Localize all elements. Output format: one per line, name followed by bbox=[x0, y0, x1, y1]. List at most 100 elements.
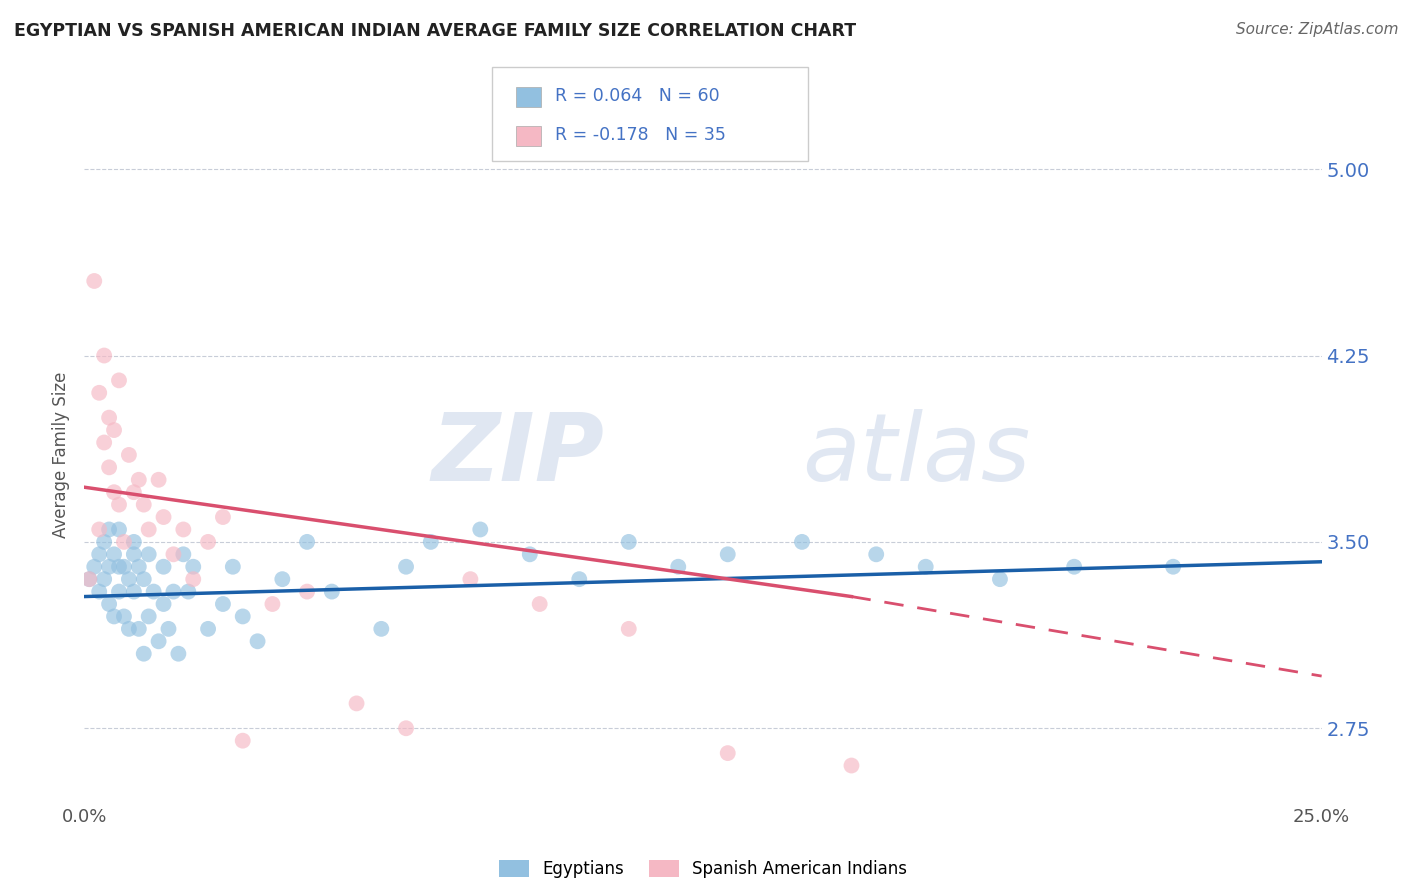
Point bbox=[790, 534, 813, 549]
Point bbox=[395, 559, 418, 574]
Point bbox=[142, 584, 165, 599]
Point bbox=[157, 622, 180, 636]
Point bbox=[108, 523, 131, 537]
Point bbox=[212, 597, 235, 611]
Point bbox=[108, 584, 131, 599]
Point bbox=[122, 534, 145, 549]
Legend: Egyptians, Spanish American Indians: Egyptians, Spanish American Indians bbox=[492, 854, 914, 885]
Point bbox=[122, 584, 145, 599]
Point bbox=[1161, 559, 1184, 574]
Point bbox=[914, 559, 936, 574]
Point bbox=[395, 721, 418, 735]
Point bbox=[138, 547, 160, 561]
Point bbox=[988, 572, 1011, 586]
Point bbox=[138, 523, 160, 537]
Point bbox=[666, 559, 689, 574]
Point bbox=[162, 547, 184, 561]
Point bbox=[118, 448, 141, 462]
Point bbox=[98, 410, 121, 425]
Point bbox=[232, 609, 254, 624]
Point bbox=[419, 534, 441, 549]
Point bbox=[1063, 559, 1085, 574]
Point bbox=[346, 697, 368, 711]
Point bbox=[128, 622, 150, 636]
Point bbox=[103, 485, 125, 500]
Point bbox=[262, 597, 284, 611]
Point bbox=[181, 559, 204, 574]
Point bbox=[108, 559, 131, 574]
Point bbox=[197, 622, 219, 636]
Point bbox=[865, 547, 887, 561]
Point bbox=[112, 609, 135, 624]
Point bbox=[98, 559, 121, 574]
Point bbox=[271, 572, 294, 586]
Point bbox=[152, 510, 174, 524]
Point bbox=[89, 584, 111, 599]
Point bbox=[295, 534, 318, 549]
Point bbox=[93, 534, 115, 549]
Point bbox=[717, 746, 740, 760]
Text: R = -0.178   N = 35: R = -0.178 N = 35 bbox=[555, 126, 727, 144]
Point bbox=[103, 547, 125, 561]
Point bbox=[162, 584, 184, 599]
Point bbox=[108, 373, 131, 387]
Y-axis label: Average Family Size: Average Family Size bbox=[52, 372, 70, 538]
Point bbox=[112, 559, 135, 574]
Point bbox=[370, 622, 392, 636]
Point bbox=[246, 634, 269, 648]
Point bbox=[470, 523, 492, 537]
Point bbox=[167, 647, 190, 661]
Text: atlas: atlas bbox=[801, 409, 1031, 500]
Point bbox=[93, 572, 115, 586]
Point bbox=[118, 622, 141, 636]
Point bbox=[172, 523, 194, 537]
Point bbox=[93, 349, 115, 363]
Point bbox=[222, 559, 245, 574]
Point bbox=[148, 634, 170, 648]
Point bbox=[212, 510, 235, 524]
Point bbox=[519, 547, 541, 561]
Text: R = 0.064   N = 60: R = 0.064 N = 60 bbox=[555, 87, 720, 105]
Point bbox=[83, 559, 105, 574]
Point bbox=[79, 572, 101, 586]
Point bbox=[529, 597, 551, 611]
Text: ZIP: ZIP bbox=[432, 409, 605, 501]
Point bbox=[93, 435, 115, 450]
Point bbox=[108, 498, 131, 512]
Point bbox=[83, 274, 105, 288]
Point bbox=[98, 597, 121, 611]
Point bbox=[89, 547, 111, 561]
Point bbox=[152, 559, 174, 574]
Point bbox=[617, 534, 640, 549]
Point bbox=[112, 534, 135, 549]
Point bbox=[568, 572, 591, 586]
Point bbox=[98, 460, 121, 475]
Point bbox=[89, 523, 111, 537]
Point bbox=[172, 547, 194, 561]
Point bbox=[132, 498, 155, 512]
Point bbox=[841, 758, 863, 772]
Point bbox=[177, 584, 200, 599]
Point bbox=[232, 733, 254, 747]
Point bbox=[617, 622, 640, 636]
Point bbox=[103, 423, 125, 437]
Point bbox=[122, 485, 145, 500]
Point bbox=[118, 572, 141, 586]
Point bbox=[132, 647, 155, 661]
Point bbox=[295, 584, 318, 599]
Point bbox=[148, 473, 170, 487]
Text: Source: ZipAtlas.com: Source: ZipAtlas.com bbox=[1236, 22, 1399, 37]
Point bbox=[138, 609, 160, 624]
Text: EGYPTIAN VS SPANISH AMERICAN INDIAN AVERAGE FAMILY SIZE CORRELATION CHART: EGYPTIAN VS SPANISH AMERICAN INDIAN AVER… bbox=[14, 22, 856, 40]
Point bbox=[103, 609, 125, 624]
Point bbox=[321, 584, 343, 599]
Point bbox=[89, 385, 111, 400]
Point bbox=[128, 559, 150, 574]
Point bbox=[717, 547, 740, 561]
Point bbox=[98, 523, 121, 537]
Point bbox=[132, 572, 155, 586]
Point bbox=[122, 547, 145, 561]
Point bbox=[79, 572, 101, 586]
Point bbox=[128, 473, 150, 487]
Point bbox=[152, 597, 174, 611]
